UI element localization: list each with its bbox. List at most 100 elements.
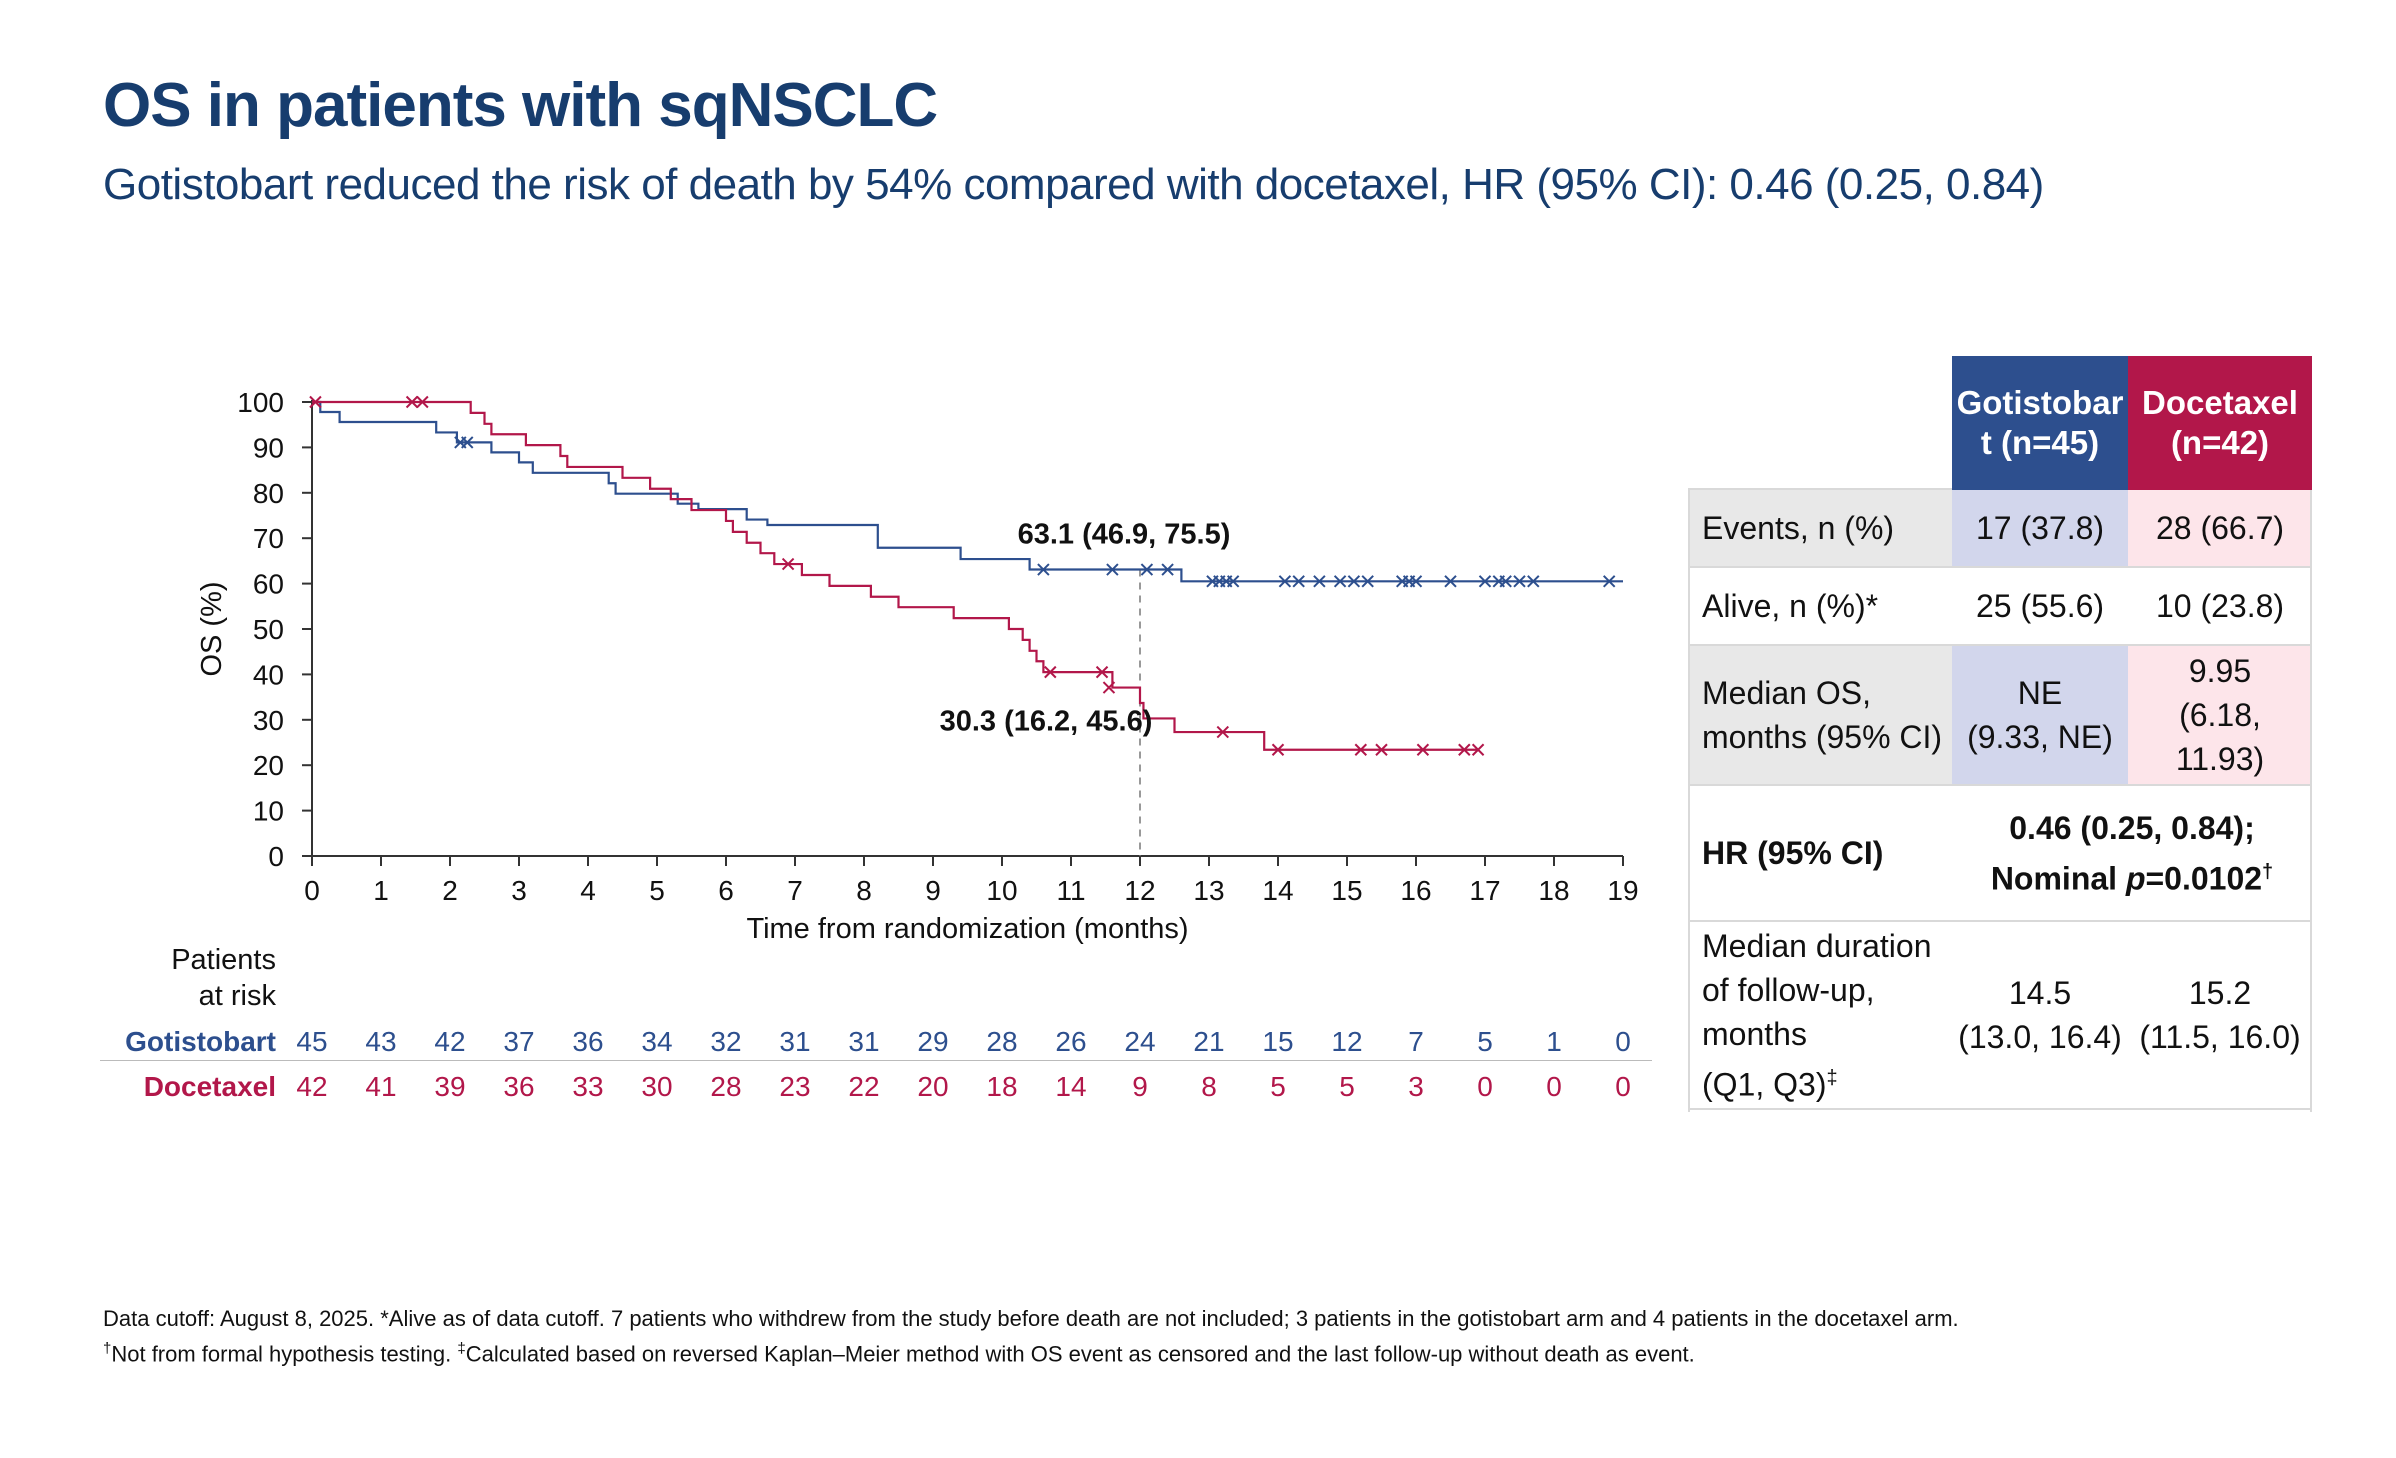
at-risk-docetaxel-0: 42 bbox=[296, 1071, 328, 1102]
censor-mark-docetaxel-10 bbox=[1375, 743, 1388, 756]
followup-docetaxel-line1: 15.2 bbox=[2188, 975, 2252, 1011]
x-tick-label-11: 11 bbox=[1056, 875, 1085, 906]
at-risk-docetaxel-10: 18 bbox=[986, 1071, 1018, 1102]
y-tick-label-70: 70 bbox=[253, 523, 284, 554]
table-header-docetaxel: Docetaxel (n=42) bbox=[2128, 356, 2312, 490]
censor-mark-gotistobart-2 bbox=[1037, 563, 1050, 576]
censor-mark-docetaxel-3 bbox=[781, 557, 795, 571]
table-header-gotistobart: Gotistobar t (n=45) bbox=[1952, 356, 2128, 490]
x-tick-label-17: 17 bbox=[1469, 875, 1500, 906]
median-os-label-line1: Median OS, bbox=[1702, 675, 1871, 711]
table-row-alive: Alive, n (%)* 25 (55.6) 10 (23.8) bbox=[1688, 568, 2312, 646]
censor-mark-gotistobart-10 bbox=[1278, 575, 1292, 588]
at-risk-gotistobart-4: 36 bbox=[572, 1026, 604, 1057]
at-risk-docetaxel-16: 3 bbox=[1408, 1071, 1424, 1102]
censor-mark-docetaxel-2 bbox=[416, 395, 429, 409]
censor-mark-docetaxel-9 bbox=[1354, 743, 1368, 756]
at-risk-docetaxel-12: 9 bbox=[1132, 1071, 1148, 1102]
at-risk-gotistobart-18: 1 bbox=[1546, 1026, 1562, 1057]
at-risk-docetaxel-6: 28 bbox=[710, 1071, 742, 1102]
table-border-right bbox=[2310, 490, 2312, 1112]
y-tick-label-10: 10 bbox=[253, 796, 284, 827]
censor-mark-docetaxel-13 bbox=[1471, 743, 1485, 756]
censor-mark-gotistobart-1 bbox=[461, 436, 474, 449]
at-risk-docetaxel-1: 41 bbox=[365, 1071, 397, 1102]
at-risk-docetaxel-2: 39 bbox=[434, 1071, 466, 1102]
annotations-group: 63.1 (46.9, 75.5) 30.3 (16.2, 45.6) bbox=[940, 519, 1231, 738]
at-risk-gotistobart-9: 29 bbox=[917, 1026, 949, 1057]
alive-docetaxel: 10 (23.8) bbox=[2155, 588, 2285, 624]
at-risk-gotistobart-6: 32 bbox=[710, 1026, 742, 1057]
censor-mark-gotistobart-11 bbox=[1292, 575, 1305, 588]
page-title: OS in patients with sqNSCLC bbox=[103, 71, 938, 140]
censor-mark-gotistobart-13 bbox=[1333, 575, 1347, 588]
x-tick-label-5: 5 bbox=[649, 875, 665, 906]
y-tick-label-90: 90 bbox=[253, 432, 284, 463]
censor-mark-gotistobart-23 bbox=[1513, 575, 1526, 588]
at-risk-separator bbox=[100, 1060, 1652, 1061]
table-row-events: Events, n (%) 17 (37.8) 28 (66.7) bbox=[1688, 490, 2312, 568]
censor-mark-docetaxel-7 bbox=[1216, 725, 1230, 739]
at-risk-docetaxel-9: 20 bbox=[917, 1071, 949, 1102]
at-risk-docetaxel-8: 22 bbox=[848, 1071, 880, 1102]
at-risk-docetaxel-5: 30 bbox=[641, 1071, 673, 1102]
y-tick-label-0: 0 bbox=[268, 841, 284, 872]
alive-gotistobart: 25 (55.6) bbox=[1975, 588, 2105, 624]
events-gotistobart: 17 (37.8) bbox=[1952, 490, 2128, 566]
hr-value-line2: Nominal p=0.0102† bbox=[1991, 850, 2273, 901]
at-risk-gotistobart-3: 37 bbox=[503, 1026, 535, 1057]
at-risk-docetaxel-13: 8 bbox=[1201, 1071, 1217, 1102]
annotation-gotistobart-12mo: 63.1 (46.9, 75.5) bbox=[1018, 519, 1231, 551]
median-os-docetaxel-line2: (6.18, bbox=[2179, 697, 2261, 733]
at-risk-gotistobart-0: 45 bbox=[296, 1026, 328, 1057]
x-tick-label-0: 0 bbox=[304, 875, 320, 906]
followup-label-q: (Q1, Q3) bbox=[1702, 1066, 1827, 1103]
x-tick-label-2: 2 bbox=[442, 875, 458, 906]
x-tick-label-13: 13 bbox=[1193, 875, 1224, 906]
x-tick-label-1: 1 bbox=[373, 875, 389, 906]
km-curve-gotistobart bbox=[312, 400, 1623, 583]
at-risk-docetaxel-15: 5 bbox=[1339, 1071, 1355, 1102]
hr-dagger: † bbox=[2262, 860, 2274, 883]
x-tick-label-6: 6 bbox=[718, 875, 734, 906]
hr-nominal-text: Nominal bbox=[1990, 860, 2126, 897]
x-tick-label-19: 19 bbox=[1607, 875, 1638, 906]
x-axis-label: Time from randomization (months) bbox=[746, 913, 1188, 945]
median-os-gotistobart: NE (9.33, NE) bbox=[1952, 646, 2128, 784]
at-risk-title: Patients at risk bbox=[120, 942, 276, 1014]
censor-mark-gotistobart-14 bbox=[1347, 575, 1361, 588]
at-risk-gotistobart-16: 7 bbox=[1408, 1026, 1424, 1057]
at-risk-docetaxel-17: 0 bbox=[1477, 1071, 1493, 1102]
median-os-label-line2: months (95% CI) bbox=[1702, 719, 1943, 755]
at-risk-gotistobart-13: 21 bbox=[1193, 1026, 1225, 1057]
hr-p-symbol: p bbox=[2125, 860, 2146, 897]
at-risk-gotistobart-12: 24 bbox=[1124, 1026, 1156, 1057]
at-risk-docetaxel-11: 14 bbox=[1055, 1071, 1087, 1102]
followup-label-line2: of follow-up, bbox=[1702, 971, 1875, 1008]
footnote-dagger: † bbox=[103, 1340, 112, 1357]
followup-double-dagger: ‡ bbox=[1826, 1066, 1838, 1089]
x-tick-label-16: 16 bbox=[1400, 875, 1431, 906]
censor-mark-gotistobart-24 bbox=[1527, 575, 1540, 588]
table-row-hr: HR (95% CI) 0.46 (0.25, 0.84); Nominal p… bbox=[1688, 786, 2312, 922]
x-tick-label-14: 14 bbox=[1262, 875, 1293, 906]
at-risk-docetaxel-19: 0 bbox=[1615, 1071, 1631, 1102]
followup-docetaxel-line2: (11.5, 16.0) bbox=[2139, 1019, 2301, 1055]
censor-mark-gotistobart-3 bbox=[1106, 563, 1119, 576]
y-tick-label-30: 30 bbox=[253, 705, 284, 736]
x-tick-label-18: 18 bbox=[1538, 875, 1569, 906]
at-risk-docetaxel-4: 33 bbox=[572, 1071, 604, 1102]
censor-mark-gotistobart-19 bbox=[1444, 575, 1457, 588]
hr-value: 0.46 (0.25, 0.84); Nominal p=0.0102† bbox=[1952, 786, 2312, 920]
at-risk-docetaxel-3: 36 bbox=[503, 1071, 535, 1102]
at-risk-gotistobart-7: 31 bbox=[779, 1026, 811, 1057]
at-risk-gotistobart-1: 43 bbox=[365, 1026, 397, 1057]
at-risk-title-line2: at risk bbox=[198, 980, 276, 1012]
median-os-gotistobart-line1: NE bbox=[2017, 675, 2063, 711]
censor-mark-gotistobart-5 bbox=[1161, 563, 1174, 576]
footnote-line2a: Not from formal hypothesis testing. bbox=[111, 1341, 458, 1367]
censor-mark-docetaxel-5 bbox=[1095, 665, 1109, 679]
censor-mark-docetaxel-0 bbox=[309, 395, 322, 409]
censor-mark-docetaxel-1 bbox=[405, 395, 419, 409]
y-tick-label-40: 40 bbox=[253, 659, 284, 690]
